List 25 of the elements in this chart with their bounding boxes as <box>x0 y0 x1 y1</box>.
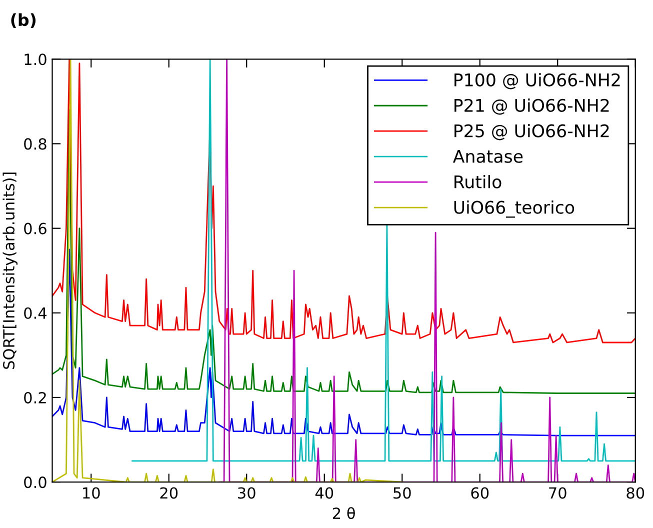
y-tick-label: 1.0 <box>24 54 46 66</box>
legend-label: UiO66_teorico <box>454 200 574 218</box>
line-series <box>52 248 636 436</box>
legend-label: Rutilo <box>454 174 502 188</box>
chart-title: (b) <box>11 13 36 28</box>
y-tick-label: 0.2 <box>24 392 46 404</box>
x-tick-label: 10 <box>83 487 100 499</box>
legend-label: P100 @ UiO66-NH2 <box>454 73 620 90</box>
x-tick-label: 30 <box>238 487 256 499</box>
x-tick-label: 40 <box>315 487 334 499</box>
y-tick-label: 0.6 <box>24 222 46 234</box>
x-axis-title: 2 θ <box>332 507 355 520</box>
line-series <box>132 59 636 462</box>
y-tick-label: 0.4 <box>24 307 47 319</box>
legend-label: P21 @ UiO66-NH2 <box>454 98 609 115</box>
y-tick-label: 0.8 <box>24 138 46 150</box>
legend-label: Anatase <box>452 150 523 163</box>
x-tick-label: 50 <box>394 487 411 499</box>
legend-label: P25 @ UiO66-NH2 <box>454 124 609 140</box>
x-tick-label: 80 <box>626 487 644 499</box>
x-tick-label: 60 <box>471 487 489 499</box>
x-tick-label: 70 <box>549 487 566 499</box>
y-axis-title: SQRT[Intensity(arb.units)] <box>2 172 18 369</box>
y-tick-label: 0.0 <box>24 476 46 488</box>
x-tick-label: 20 <box>160 487 178 499</box>
